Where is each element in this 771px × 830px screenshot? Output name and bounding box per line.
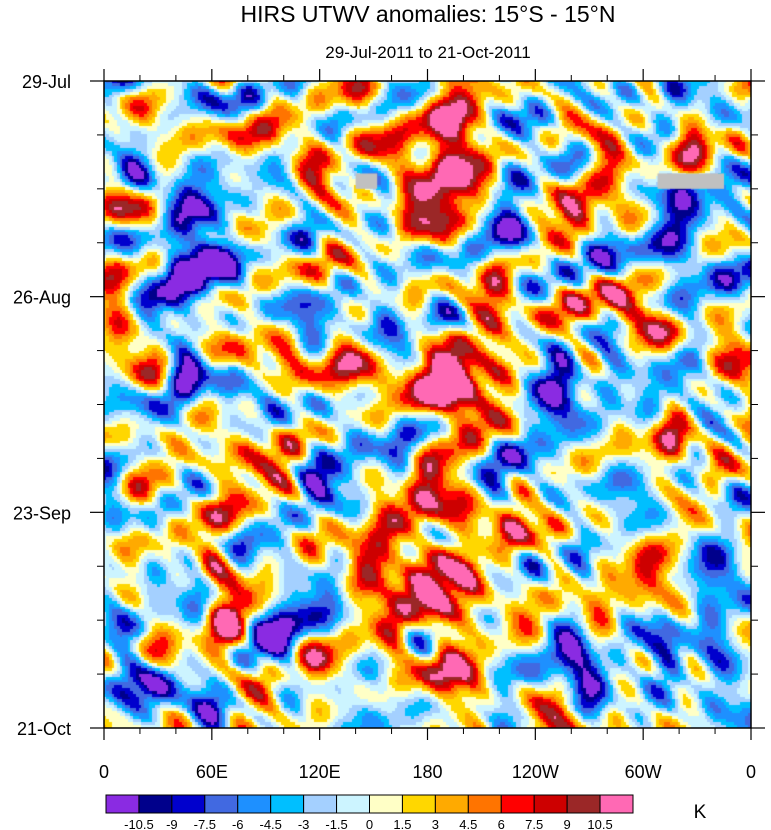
y-tick-label: 23-Sep xyxy=(13,503,71,523)
colorbar-label: -10.5 xyxy=(124,817,154,830)
colorbar-unit-label: K xyxy=(694,802,707,823)
colorbar-label: -9 xyxy=(166,817,178,830)
heatmap-area xyxy=(104,81,751,728)
x-tick-label: 120E xyxy=(299,762,341,782)
colorbar-swatch xyxy=(270,794,305,814)
colorbar-swatch xyxy=(500,794,535,814)
colorbar-swatch xyxy=(204,794,239,814)
y-tick-label: 26-Aug xyxy=(13,288,71,308)
colorbar-label: 7.5 xyxy=(525,817,543,830)
colorbar-label: 3 xyxy=(432,817,439,830)
colorbar-label: 6 xyxy=(498,817,505,830)
x-tick-label: 180 xyxy=(412,762,442,782)
heatmap-canvas xyxy=(104,81,751,728)
colorbar-label: -1.5 xyxy=(325,817,347,830)
colorbar-swatch xyxy=(105,794,140,814)
x-tick-label: 60E xyxy=(196,762,228,782)
axes-layer: 0 60E 120E 180 120W 60W 0 29-Jul 26-Aug 23-Sep 21-… xyxy=(13,69,765,782)
colorbar-label: -3 xyxy=(298,817,310,830)
colorbar-swatch xyxy=(237,794,272,814)
y-tick-label: 29-Jul xyxy=(22,72,71,92)
colorbar-swatch xyxy=(336,794,370,814)
colorbar-swatch xyxy=(434,794,469,814)
x-tick-label: 0 xyxy=(746,762,756,782)
chart-title: HIRS UTWV anomalies: 15°S - 15°N xyxy=(240,1,615,27)
colorbar-label: 10.5 xyxy=(587,817,612,830)
colorbar-label: 1.5 xyxy=(393,817,411,830)
colorbar-label: -6 xyxy=(232,817,244,830)
colorbar-swatch xyxy=(401,794,436,814)
colorbar-swatch xyxy=(566,794,601,814)
colorbar-swatch xyxy=(138,794,173,814)
x-tick-label: 60W xyxy=(625,762,662,782)
colorbar-swatch xyxy=(533,794,568,814)
colorbar-label: -7.5 xyxy=(194,817,216,830)
colorbar-swatch xyxy=(171,794,206,814)
chart-subtitle: 29-Jul-2011 to 21-Oct-2011 xyxy=(325,43,530,62)
x-tick-label: 120W xyxy=(512,762,559,782)
colorbar-label: 4.5 xyxy=(459,817,477,830)
colorbar-swatch xyxy=(369,794,403,814)
colorbar-swatch xyxy=(303,794,338,814)
colorbar-label: 9 xyxy=(564,817,571,830)
colorbar: -10.5 -9 -7.5 -6 -4.5 -3 -1.5 0 1.5 3 4.5 6 7.5 9 10.5 xyxy=(105,794,634,830)
x-tick-label: 0 xyxy=(99,762,109,782)
colorbar-label: 0 xyxy=(366,817,373,830)
y-tick-label: 21-Oct xyxy=(17,719,71,739)
colorbar-label: -4.5 xyxy=(259,817,281,830)
colorbar-swatch xyxy=(467,794,502,814)
colorbar-swatch xyxy=(599,794,634,814)
